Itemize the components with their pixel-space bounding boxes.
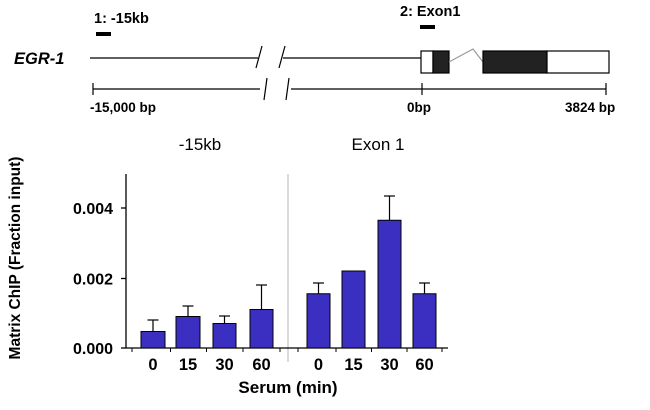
svg-text:0: 0 (148, 356, 157, 374)
svg-text:2: Exon1: 2: Exon1 (400, 4, 460, 20)
svg-text:EGR-1: EGR-1 (14, 50, 64, 68)
svg-text:1: -15kb: 1: -15kb (94, 11, 149, 27)
svg-text:60: 60 (252, 356, 270, 374)
svg-text:Exon 1: Exon 1 (352, 135, 405, 154)
svg-text:0bp: 0bp (407, 100, 431, 115)
svg-text:30: 30 (215, 356, 233, 374)
svg-text:-15,000 bp: -15,000 bp (90, 100, 156, 115)
svg-text:0.002: 0.002 (73, 272, 113, 289)
svg-text:3824 bp: 3824 bp (565, 100, 615, 115)
svg-text:0: 0 (314, 356, 323, 374)
svg-text:60: 60 (415, 356, 433, 374)
svg-text:15: 15 (344, 356, 362, 374)
svg-text:Serum (min): Serum (min) (238, 378, 337, 397)
svg-text:-15kb: -15kb (179, 135, 222, 154)
svg-text:0.004: 0.004 (73, 201, 113, 218)
svg-text:Matrix ChIP (Fraction input): Matrix ChIP (Fraction input) (7, 157, 24, 360)
svg-text:0.000: 0.000 (73, 341, 113, 358)
svg-text:15: 15 (179, 356, 197, 374)
svg-text:30: 30 (380, 356, 398, 374)
